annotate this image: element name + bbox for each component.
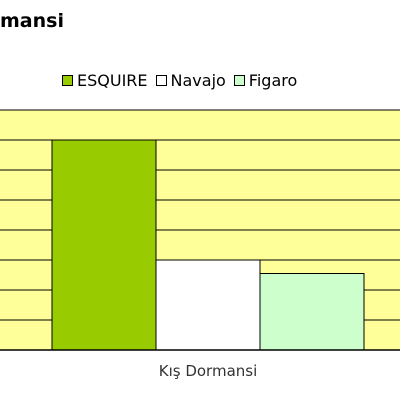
bar-esquire [51,139,157,351]
bars [51,139,365,351]
chart-title: mansi [0,10,64,32]
legend-swatch-navajo [155,75,167,86]
bar-figaro [259,273,365,351]
legend-label-navajo: Navajo [170,71,226,90]
legend: ESQUIRE Navajo Figaro [62,71,297,90]
legend-item-esquire: ESQUIRE [62,71,148,90]
legend-swatch-figaro [233,75,245,86]
legend-label-esquire: ESQUIRE [77,71,148,90]
legend-swatch-esquire [62,75,73,86]
bar-navajo [155,259,261,351]
legend-label-figaro: Figaro [248,71,298,90]
x-tick-label: Kış Dormansi [159,362,258,380]
legend-item-figaro: Figaro [233,71,298,90]
legend-item-navajo: Navajo [155,71,226,90]
